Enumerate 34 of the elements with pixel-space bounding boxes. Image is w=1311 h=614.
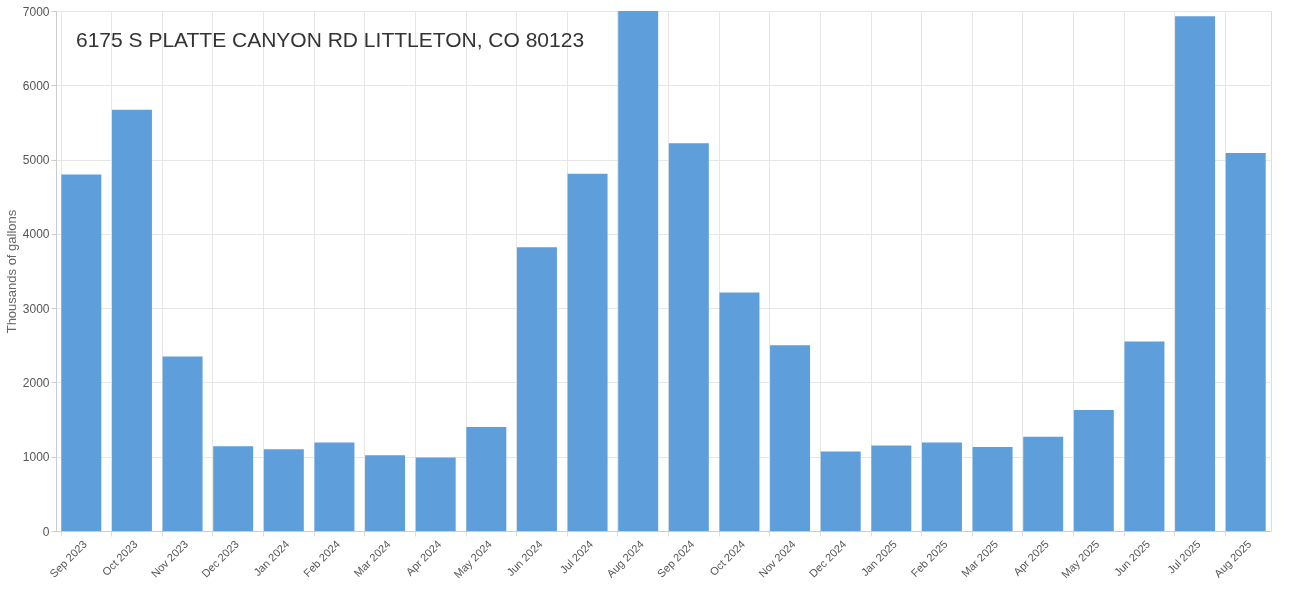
bar xyxy=(213,446,254,531)
y-tick-label: 0 xyxy=(42,524,50,539)
bar xyxy=(314,442,355,531)
text: 6175 S PLATTE CANYON RD LITTLETON, CO 80123 xyxy=(76,28,585,51)
bar xyxy=(1175,16,1216,531)
bar xyxy=(466,427,507,531)
bar xyxy=(516,247,557,531)
bar xyxy=(61,174,102,531)
y-tick-label: 5000 xyxy=(22,153,50,168)
bar xyxy=(263,449,304,531)
bar xyxy=(668,143,709,531)
bar xyxy=(618,11,659,531)
bar xyxy=(1124,341,1165,531)
y-tick-label: 1000 xyxy=(22,450,50,465)
y-tick-label: 2000 xyxy=(22,375,50,390)
y-axis-title: Thousands of gallons xyxy=(3,209,19,334)
y-tick-label: 4000 xyxy=(22,227,50,242)
bar xyxy=(1023,436,1064,531)
bar xyxy=(972,447,1013,531)
y-tick-label: 3000 xyxy=(22,301,50,316)
y-tick-label: 7000 xyxy=(22,4,50,19)
bar xyxy=(1225,152,1266,531)
bar xyxy=(111,109,152,531)
bar xyxy=(921,442,962,531)
y-tick-label: 6000 xyxy=(22,78,50,93)
bar xyxy=(365,455,406,531)
bar xyxy=(871,445,912,531)
bar xyxy=(162,356,203,531)
bar xyxy=(820,451,861,531)
bar xyxy=(770,345,811,531)
bar xyxy=(415,457,456,531)
bar xyxy=(719,292,760,531)
bar xyxy=(1073,409,1114,531)
bar xyxy=(567,173,608,531)
